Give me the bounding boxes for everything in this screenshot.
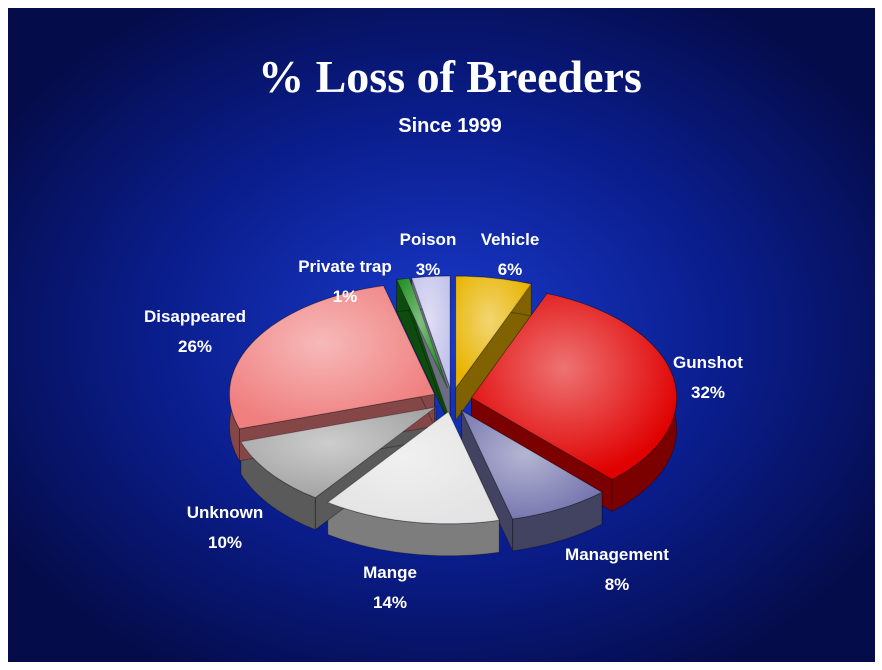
value-label: 10% — [208, 533, 242, 552]
value-label: 8% — [605, 575, 630, 594]
category-label: Private trap — [298, 257, 392, 276]
slice-shine — [471, 293, 677, 480]
chart-title: % Loss of Breeders — [258, 51, 642, 102]
slice-shine — [396, 278, 448, 389]
value-label: 1% — [333, 287, 358, 306]
slice-side — [327, 501, 500, 557]
slice-shine — [229, 285, 435, 429]
value-label: 32% — [691, 383, 725, 402]
category-label: Mange — [363, 563, 417, 582]
slice-side — [512, 491, 603, 552]
category-label: Management — [565, 545, 669, 564]
category-label: Poison — [400, 230, 457, 249]
slice-shine — [240, 407, 436, 498]
category-label: Vehicle — [481, 230, 540, 249]
value-label: 6% — [498, 260, 523, 279]
category-label: Gunshot — [673, 353, 743, 372]
value-label: 26% — [178, 337, 212, 356]
slice-shine — [455, 276, 532, 389]
slice-shine — [411, 276, 451, 389]
value-label: 3% — [416, 260, 441, 279]
category-label: Disappeared — [144, 307, 246, 326]
value-label: 14% — [373, 593, 407, 612]
chart-subtitle: Since 1999 — [398, 115, 501, 137]
category-label: Unknown — [187, 503, 264, 522]
slice-shine — [461, 410, 602, 519]
slice-shine — [327, 411, 500, 524]
